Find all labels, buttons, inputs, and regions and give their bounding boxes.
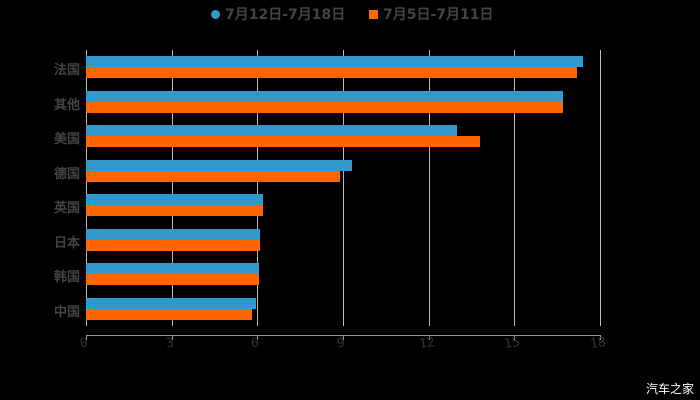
bar[interactable]	[86, 297, 256, 309]
gridline	[257, 50, 259, 326]
watermark: 汽车之家	[645, 382, 694, 396]
legend-square-icon	[369, 9, 378, 19]
bar[interactable]	[86, 239, 261, 251]
x-tick-label: 0	[79, 335, 89, 352]
bar[interactable]	[86, 205, 264, 216]
legend-circle-icon	[211, 9, 220, 19]
x-tick	[428, 335, 430, 340]
x-tick	[343, 335, 344, 340]
x-tick	[600, 335, 601, 340]
gridline	[171, 50, 173, 326]
bar[interactable]	[86, 67, 578, 78]
x-tick-label: 3	[164, 335, 175, 352]
y-category-label: 中国	[53, 304, 80, 320]
bar[interactable]	[86, 228, 261, 240]
legend-label: 7月12日-7月18日	[225, 7, 346, 23]
legend-item-series-1[interactable]: 7月12日-7月18日	[211, 4, 345, 24]
bar[interactable]	[86, 136, 481, 147]
gridline	[514, 50, 516, 326]
y-category-label: 法国	[53, 63, 80, 78]
y-category-label: 韩国	[53, 270, 80, 285]
bar[interactable]	[86, 159, 352, 171]
plot-area	[86, 50, 601, 326]
bar[interactable]	[86, 101, 563, 113]
y-category-label: 其他	[53, 97, 80, 113]
x-tick-label: 18	[589, 334, 607, 353]
legend-item-series-2[interactable]: 7月5日-7月11日	[369, 4, 494, 24]
bar[interactable]	[86, 308, 252, 320]
x-tick	[171, 335, 173, 340]
bar[interactable]	[86, 194, 264, 205]
bar[interactable]	[86, 170, 341, 182]
x-tick	[257, 335, 259, 340]
x-tick-label: 12	[417, 334, 436, 353]
y-axis-line	[86, 50, 87, 326]
x-tick	[514, 335, 516, 340]
gridline	[343, 50, 344, 326]
bar[interactable]	[86, 263, 259, 274]
gridline	[428, 50, 430, 326]
x-tick-label: 15	[503, 334, 522, 353]
bar[interactable]	[86, 56, 583, 67]
y-category-label: 英国	[53, 201, 80, 216]
gridline	[600, 50, 601, 326]
y-category-label: 日本	[53, 235, 80, 251]
x-tick-label: 9	[336, 335, 346, 352]
bar[interactable]	[86, 90, 563, 102]
x-tick	[86, 335, 87, 340]
y-category-label: 美国	[53, 132, 80, 147]
x-tick-label: 6	[250, 335, 261, 352]
y-category-label: 德国	[53, 166, 80, 182]
bar[interactable]	[86, 125, 458, 136]
legend: 7月12日-7月18日 7月5日-7月11日	[0, 4, 700, 24]
bar[interactable]	[86, 274, 259, 285]
legend-label: 7月5日-7月11日	[383, 7, 494, 23]
